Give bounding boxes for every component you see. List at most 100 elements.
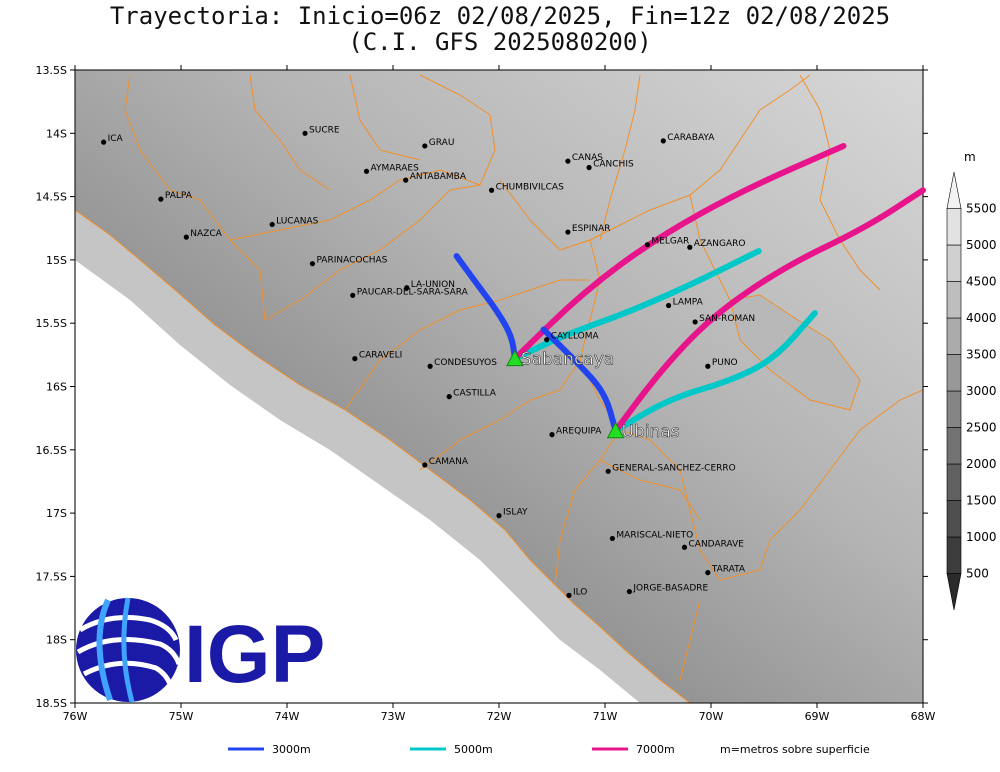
colorbar-label: 5000	[966, 238, 997, 252]
place-dot	[566, 592, 572, 598]
place-dot	[609, 535, 616, 542]
trajectory-sabancaya-5000m	[511, 248, 762, 362]
place-label: SAN-ROMAN	[699, 314, 755, 324]
place-dot	[183, 234, 189, 240]
trajectory-ubinas-7000m	[612, 187, 926, 434]
place-dot	[544, 337, 550, 343]
place-label: LUCANAS	[276, 216, 318, 226]
place-dot	[586, 164, 592, 171]
place-dot	[549, 432, 555, 438]
colorbar-segment	[946, 536, 962, 574]
legend: 3000m 5000m 7000m m=metros sobre superficie	[228, 743, 870, 756]
lat-tick-label: 18.5S	[36, 697, 67, 710]
lon-tick-label: 70W	[699, 710, 724, 723]
place-dot	[626, 588, 632, 595]
colorbar-segment	[946, 171, 962, 209]
place-label: ESPINAR	[572, 224, 611, 234]
legend-label: 3000m	[272, 743, 311, 756]
place-label: PUNO	[712, 358, 738, 368]
place-label: LA-UNION	[411, 280, 455, 290]
place-label: LAMPA	[673, 297, 704, 307]
place-label: AZANGARO	[694, 239, 746, 249]
trajectory-lines	[453, 142, 926, 434]
place-dot	[692, 319, 698, 325]
volcano-triangle-icon	[506, 349, 524, 367]
legend-label: 5000m	[454, 743, 493, 756]
place-label: PALPA	[165, 191, 193, 201]
lon-tick-label: 72W	[487, 710, 512, 723]
globe-icon	[76, 597, 182, 703]
lat-tick-label: 15S	[46, 254, 67, 267]
legend-note: m=metros sobre superficie	[720, 743, 870, 756]
place-label: NAZCA	[190, 229, 222, 239]
legend-label: 7000m	[636, 743, 675, 756]
place-label: ILO	[573, 587, 587, 597]
volcano-label: Ubinas	[622, 422, 680, 442]
place-label: MARISCAL-NIETO	[616, 530, 693, 540]
map-area	[75, 70, 923, 703]
place-dot	[427, 363, 433, 369]
place-label: CHUMBIVILCAS	[496, 182, 564, 192]
colorbar-label: 3000	[966, 384, 997, 398]
lon-tick-label: 76W	[63, 710, 88, 723]
place-label: CARABAYA	[667, 133, 715, 143]
volcano-triangle-icon	[606, 421, 625, 439]
place-label: MELGAR	[651, 237, 689, 247]
place-dot	[605, 468, 611, 474]
place-dot	[422, 143, 428, 149]
place-label: ICA	[108, 134, 124, 144]
lat-tick-label: 17S	[46, 507, 67, 520]
chart-title-line1: Trayectoria: Inicio=06z 02/08/2025, Fin=…	[109, 2, 891, 30]
place-dot	[446, 394, 452, 400]
place-label: CAYLLOMA	[551, 332, 600, 342]
place-label: ISLAY	[503, 508, 528, 518]
place-dot	[158, 196, 164, 202]
colorbar-label: 500	[966, 567, 989, 581]
place-dot	[644, 242, 651, 248]
place-dot	[269, 221, 275, 228]
colorbar-segment	[946, 463, 962, 501]
place-label: AYMARAES	[371, 163, 420, 173]
place-dot	[350, 292, 356, 298]
coast-shade	[75, 210, 690, 703]
place-dot	[660, 138, 666, 144]
place-dot	[101, 139, 107, 145]
lat-tick-label: 14.5S	[36, 191, 67, 204]
place-dot	[363, 168, 370, 174]
place-label: CARAVELI	[359, 351, 402, 361]
colorbar-segment	[946, 208, 962, 246]
place-label: PARINACOCHAS	[316, 256, 387, 266]
place-label: AREQUIPA	[556, 427, 602, 437]
colorbar-label: 1500	[966, 494, 997, 508]
lon-tick-label: 68W	[911, 710, 936, 723]
place-label: PAUCAR-DEL-SARA-SARA	[357, 287, 469, 297]
colorbar-unit: m	[964, 150, 976, 164]
lat-tick-label: 13.5S	[36, 64, 67, 77]
trajectory-sabancaya-7000m	[511, 142, 847, 362]
colorbar-segment	[946, 317, 962, 355]
place-dot	[403, 177, 409, 183]
place-dot	[565, 229, 571, 235]
place-label: CASTILLA	[453, 389, 497, 399]
lat-tick-label: 15.5S	[36, 317, 67, 330]
chart-title-line2: (C.I. GFS 2025080200)	[348, 28, 652, 56]
colorbar-label: 1000	[966, 530, 997, 544]
colorbar-label: 5500	[966, 202, 997, 216]
colorbar-label: 4500	[966, 275, 997, 289]
lat-tick-label: 16S	[46, 381, 67, 394]
place-label: CANAS	[572, 153, 603, 163]
lon-tick-label: 74W	[275, 710, 300, 723]
lon-tick-label: 73W	[381, 710, 406, 723]
place-label: CANCHIS	[593, 159, 634, 169]
place-dot	[422, 462, 428, 468]
place-dot	[352, 356, 358, 362]
colorbar-label: 2500	[966, 421, 997, 435]
igp-logo: IGP	[76, 597, 325, 703]
lat-tick-label: 14S	[46, 127, 67, 140]
colorbar-segment	[946, 573, 962, 611]
place-label: ANTABAMBA	[410, 172, 467, 182]
colorbar-label: 3500	[966, 348, 997, 362]
colorbar-segment	[946, 390, 962, 428]
place-dot	[681, 544, 688, 550]
